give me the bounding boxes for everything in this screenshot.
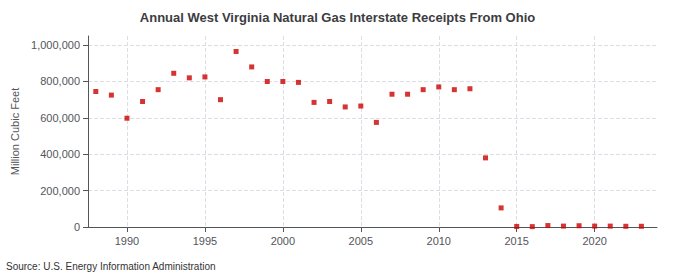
svg-text:Million Cubic Feet: Million Cubic Feet: [9, 88, 21, 175]
svg-text:2005: 2005: [349, 235, 373, 247]
svg-text:2000: 2000: [271, 235, 295, 247]
svg-text:400,000: 400,000: [40, 148, 80, 160]
svg-text:Source: U.S. Energy Informatio: Source: U.S. Energy Information Administ…: [6, 261, 216, 272]
svg-text:2015: 2015: [504, 235, 528, 247]
svg-text:2020: 2020: [582, 235, 606, 247]
svg-text:1995: 1995: [193, 235, 217, 247]
svg-text:Annual West Virginia Natural G: Annual West Virginia Natural Gas Interst…: [140, 10, 535, 25]
svg-text:800,000: 800,000: [40, 75, 80, 87]
svg-text:1990: 1990: [115, 235, 139, 247]
svg-text:2010: 2010: [427, 235, 451, 247]
svg-text:200,000: 200,000: [40, 185, 80, 197]
svg-text:1,000,000: 1,000,000: [31, 39, 80, 51]
svg-text:0: 0: [74, 221, 80, 233]
svg-text:600,000: 600,000: [40, 112, 80, 124]
